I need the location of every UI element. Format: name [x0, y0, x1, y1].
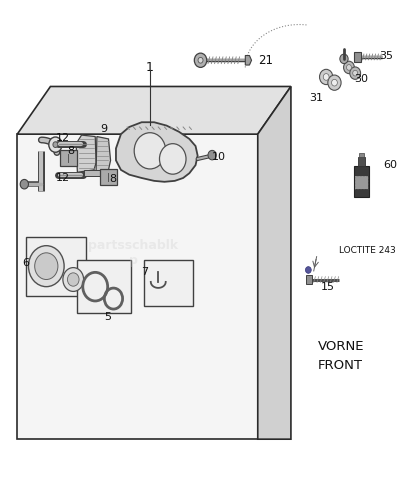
Circle shape — [198, 57, 203, 63]
Circle shape — [35, 253, 58, 280]
Circle shape — [159, 144, 186, 174]
Circle shape — [332, 79, 337, 86]
Text: 31: 31 — [309, 93, 323, 103]
Circle shape — [134, 133, 166, 169]
Text: 8: 8 — [109, 174, 116, 185]
Circle shape — [350, 67, 361, 79]
Text: 35: 35 — [379, 51, 393, 61]
Circle shape — [305, 267, 311, 273]
Text: 30: 30 — [354, 75, 369, 84]
Circle shape — [194, 53, 207, 67]
Circle shape — [67, 273, 79, 286]
Bar — [144, 261, 193, 306]
Text: 10: 10 — [211, 152, 225, 162]
Bar — [84, 170, 100, 176]
Text: 8: 8 — [67, 146, 74, 156]
Polygon shape — [17, 134, 258, 439]
Bar — [100, 169, 117, 185]
Text: VORNE: VORNE — [317, 340, 364, 353]
Circle shape — [53, 142, 58, 148]
Text: 9: 9 — [100, 124, 107, 134]
Bar — [359, 153, 364, 157]
Circle shape — [88, 278, 103, 295]
Polygon shape — [17, 87, 291, 134]
Polygon shape — [96, 137, 111, 172]
Circle shape — [319, 69, 333, 85]
Text: 60: 60 — [384, 160, 397, 170]
Circle shape — [353, 70, 358, 76]
Circle shape — [340, 54, 348, 64]
Text: 7: 7 — [141, 267, 148, 277]
Bar — [354, 166, 369, 197]
Circle shape — [63, 268, 84, 292]
Text: 12: 12 — [55, 173, 69, 183]
Bar — [358, 157, 365, 166]
Text: 12: 12 — [55, 133, 69, 143]
Text: 6: 6 — [22, 258, 29, 268]
Bar — [25, 237, 86, 296]
Text: 21: 21 — [259, 54, 274, 67]
Circle shape — [347, 65, 352, 70]
Bar — [355, 175, 368, 189]
Text: 1: 1 — [146, 61, 154, 74]
Text: LOCTITE 243: LOCTITE 243 — [339, 247, 395, 255]
Bar — [77, 261, 131, 313]
Text: FRONT: FRONT — [318, 359, 363, 372]
Circle shape — [323, 74, 329, 80]
Circle shape — [108, 293, 119, 305]
Circle shape — [28, 246, 64, 287]
Circle shape — [328, 75, 341, 90]
Bar — [355, 175, 368, 189]
Text: 15: 15 — [321, 282, 335, 292]
Circle shape — [20, 179, 28, 189]
Circle shape — [344, 61, 354, 74]
Circle shape — [208, 151, 216, 160]
Polygon shape — [354, 52, 362, 62]
Polygon shape — [76, 135, 96, 172]
Polygon shape — [116, 122, 198, 182]
Polygon shape — [258, 87, 291, 439]
Bar — [60, 151, 77, 165]
Text: 5: 5 — [104, 312, 111, 322]
Polygon shape — [245, 55, 252, 65]
Text: partsschablk
p: partsschablk p — [88, 239, 178, 267]
Polygon shape — [306, 275, 312, 284]
Circle shape — [49, 137, 62, 152]
